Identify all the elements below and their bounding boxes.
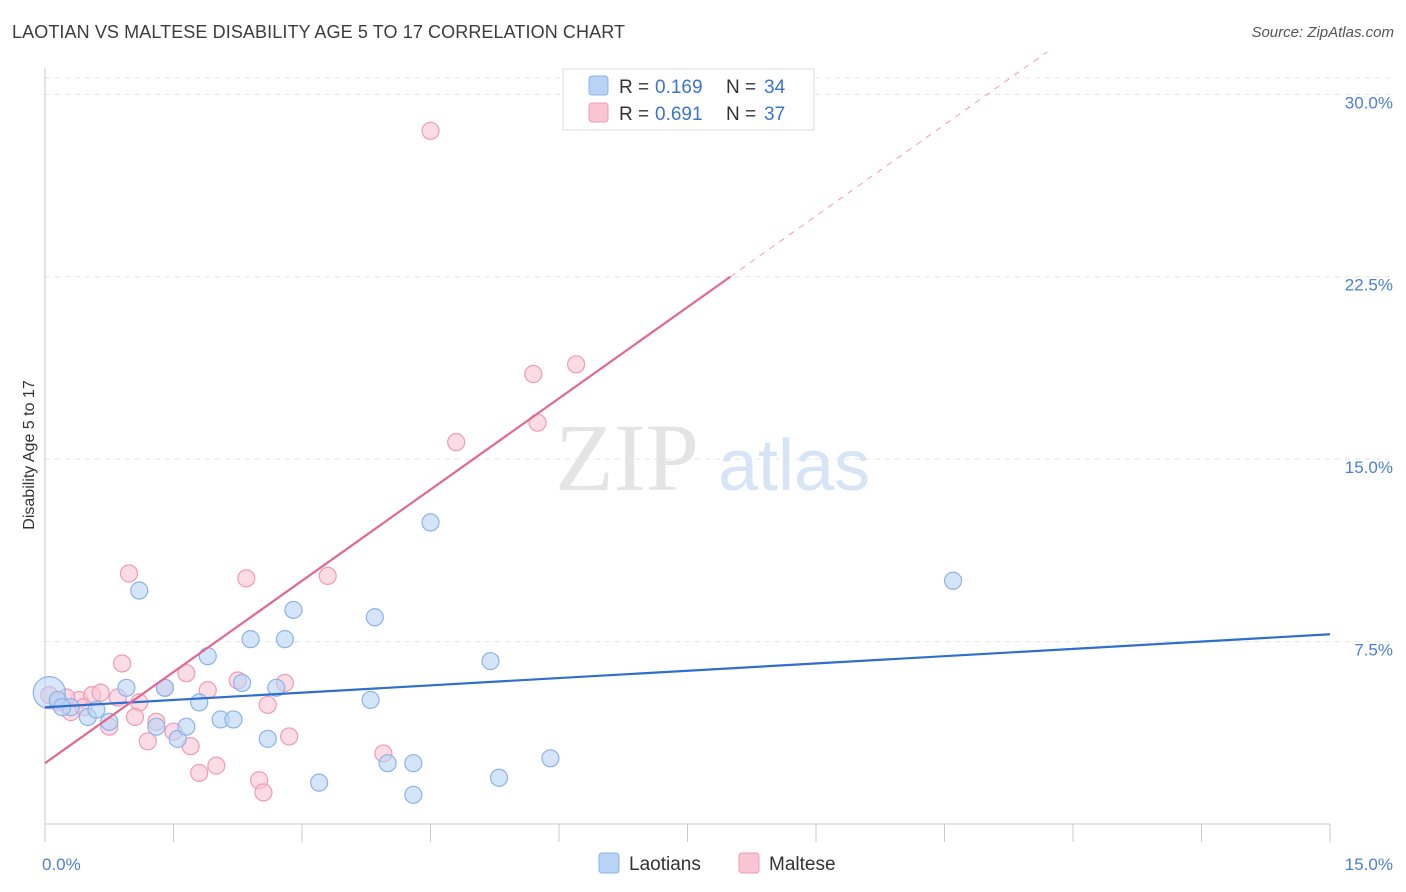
maltese-point [138,732,157,751]
laotians-point [190,693,209,712]
x-tick-label: 15.0% [1345,855,1393,874]
maltese-point [177,664,196,683]
trend-lines [44,51,1331,765]
laotians-point [241,630,260,649]
watermark: ZIP atlas [555,404,870,511]
y-tick-label: 22.5% [1345,276,1393,295]
legend-n-maltese: 37 [764,104,785,125]
legend-swatch-maltese [588,102,609,123]
maltese-point [524,364,543,384]
legend-r-maltese: 0.691 [655,104,703,125]
laotians-point [198,647,217,666]
laotians-point [224,710,243,729]
legend-label-laotians: Laotians [629,854,701,875]
laotians-point [378,754,397,773]
grid-lines [45,77,1390,643]
laotians-point [404,785,423,804]
stats-legend: R = 0.169 N = 34 R = 0.691 N = 37 [562,68,815,131]
maltese-point [567,355,586,374]
y-tick-labels: 7.5% 15.0% 22.5% 30.0% [1345,93,1393,659]
legend-swatch-laotians [598,852,620,874]
y-tick-label: 30.0% [1345,93,1393,112]
maltese-point [318,566,337,586]
legend-r-laotians: 0.169 [655,77,703,98]
series-legend: Laotians Maltese [598,852,836,875]
maltese-point [421,121,440,140]
laotians-point [117,678,136,697]
maltese-point [112,654,132,673]
maltese-point [190,763,209,783]
laotians-point [481,651,500,671]
laotians-point [275,630,294,649]
maltese-trend-extension [730,51,1048,278]
laotians-point [232,673,252,693]
laotians-point [147,717,166,736]
laotians-point [361,690,380,710]
y-tick-label: 15.0% [1345,458,1393,477]
maltese-point [119,564,139,583]
x-tick-label: 0.0% [42,855,81,874]
laotians-point [541,749,560,768]
maltese-point [207,756,226,775]
laotians-points [32,513,963,804]
laotians-point [284,600,303,620]
watermark-atlas: atlas [718,426,870,506]
y-axis-label: Disability Age 5 to 17 [21,380,38,530]
laotians-trend-line [44,633,1331,709]
laotians-point [489,768,509,787]
maltese-point [280,727,299,746]
chart-title: LAOTIAN VS MALTESE DISABILITY AGE 5 TO 1… [12,22,626,42]
maltese-point [237,569,256,588]
x-tick-labels: 0.0% 15.0% [42,855,1393,874]
legend-swatch-maltese [738,852,760,874]
laotians-point [404,754,423,773]
laotians-point [267,678,286,697]
laotians-point [100,712,119,731]
maltese-point [91,683,110,702]
watermark-zip: ZIP [555,404,699,511]
legend-n-label: N = [726,77,756,98]
laotians-point [365,608,384,627]
laotians-point [258,729,277,748]
maltese-point [258,695,277,714]
laotians-point [943,571,963,590]
maltese-points [40,121,586,802]
maltese-trend-line [44,275,731,765]
laotians-point [421,513,440,532]
source-credit: Source: ZipAtlas.com [1251,24,1394,41]
legend-n-label: N = [726,104,756,125]
legend-n-laotians: 34 [764,77,786,98]
legend-swatch-laotians [588,75,609,96]
y-tick-label: 7.5% [1354,641,1393,660]
laotians-point [177,717,196,736]
maltese-point [125,707,145,727]
maltese-point [447,433,466,452]
legend-r-label: R = [619,104,649,125]
legend-label-maltese: Maltese [769,854,836,875]
maltese-point [254,783,273,802]
laotians-point [310,773,329,792]
laotians-point [130,581,149,600]
legend-r-label: R = [619,77,649,98]
